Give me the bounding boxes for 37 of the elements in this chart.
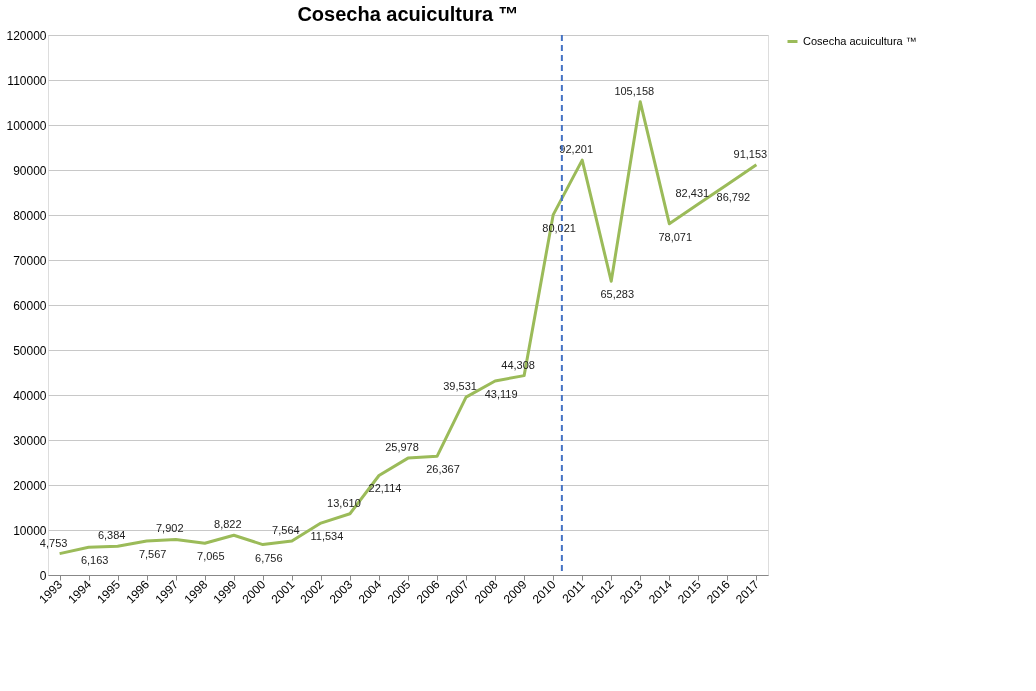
data-label: 86,792 bbox=[716, 191, 751, 204]
data-label: 6,384 bbox=[97, 529, 126, 542]
y-tick-label: 100000 bbox=[6, 118, 47, 133]
y-tick-label: 20000 bbox=[13, 478, 47, 493]
legend-label: Cosecha acuicultura ™ bbox=[803, 34, 917, 47]
data-label: 65,283 bbox=[600, 288, 635, 301]
y-tick-label: 60000 bbox=[13, 298, 47, 313]
data-label: 22,114 bbox=[368, 482, 402, 495]
data-label: 7,065 bbox=[197, 550, 225, 563]
data-label: 7,567 bbox=[138, 547, 167, 560]
data-label: 43,119 bbox=[484, 387, 518, 400]
data-label: 7,902 bbox=[155, 522, 184, 535]
y-tick-label: 30000 bbox=[13, 433, 47, 448]
y-tick-label: 120000 bbox=[6, 28, 47, 43]
y-tick-label: 80000 bbox=[13, 208, 47, 223]
y-tick-label: 10000 bbox=[13, 523, 47, 538]
data-label: 82,431 bbox=[675, 187, 710, 200]
data-label: 92,201 bbox=[559, 143, 594, 156]
data-label: 25,978 bbox=[385, 441, 419, 454]
data-label: 4,753 bbox=[39, 536, 68, 549]
data-label: 6,756 bbox=[255, 551, 283, 564]
y-tick-label: 40000 bbox=[13, 388, 47, 403]
data-label: 78,071 bbox=[658, 230, 693, 243]
data-label: 91,153 bbox=[733, 147, 768, 160]
chart-title: Cosecha acuicultura ™ bbox=[297, 3, 519, 25]
y-tick-label: 0 bbox=[39, 568, 47, 583]
data-label: 7,564 bbox=[272, 523, 300, 536]
y-tick-label: 70000 bbox=[13, 253, 47, 268]
data-label: 6,163 bbox=[80, 554, 109, 567]
data-label: 8,822 bbox=[214, 518, 242, 531]
y-tick-label: 110000 bbox=[7, 73, 47, 88]
data-label: 39,531 bbox=[443, 380, 477, 393]
y-tick-label: 50000 bbox=[13, 343, 47, 358]
y-tick-label: 90000 bbox=[13, 163, 47, 178]
data-label: 26,367 bbox=[426, 463, 460, 476]
data-label: 11,534 bbox=[310, 530, 344, 543]
data-label: 105,158 bbox=[614, 84, 655, 97]
